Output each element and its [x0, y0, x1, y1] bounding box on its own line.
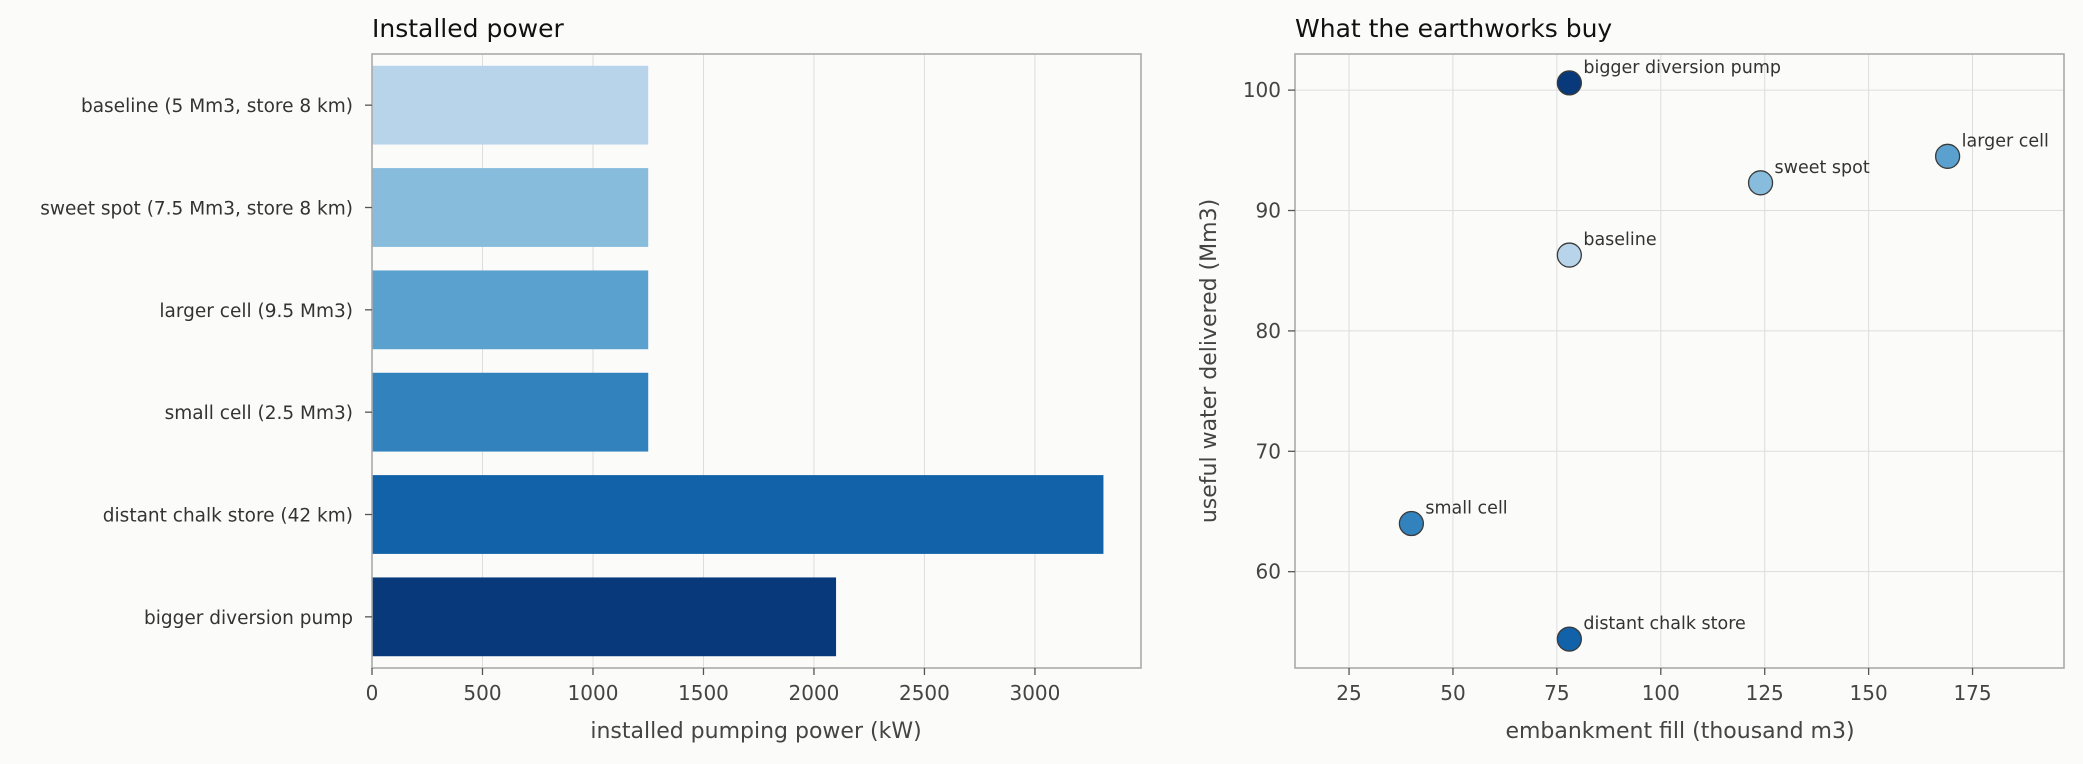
scatter-point [1556, 242, 1582, 268]
scatter-chart-x-ticks: 25 50 75 100 125 150 175 [1336, 668, 1992, 705]
bar-category-label: bigger diversion pump [144, 608, 353, 629]
bar [372, 270, 649, 350]
bar-x-tick-label: 0 [366, 681, 379, 705]
scatter-y-tick-label: 80 [1256, 319, 1281, 343]
bar-category-label: small cell (2.5 Mm3) [165, 403, 353, 424]
scatter-point-label: bigger diversion pump [1583, 58, 1781, 78]
scatter-point-label: baseline [1583, 230, 1656, 250]
scatter-chart-panel: What the earthworks buy 25 50 75 100 125 150 1… [1197, 14, 2065, 744]
bar-chart-bars [372, 65, 1104, 657]
bar [372, 372, 649, 452]
scatter-chart-y-axis-label: useful water delivered (Mm3) [1197, 199, 1222, 523]
bar-x-tick-label: 1000 [568, 681, 619, 705]
scatter-x-tick-label: 125 [1746, 681, 1784, 705]
scatter-x-tick-label: 50 [1440, 681, 1465, 705]
bar [372, 475, 1104, 554]
bar-chart-panel: Installed power 0 500 1000 1500 2000 2500 3000… [40, 14, 1142, 744]
scatter-point-label: distant chalk store [1583, 614, 1745, 634]
bar-chart-x-axis-label: installed pumping power (kW) [590, 719, 921, 744]
bar-chart-x-ticks: 0 500 1000 1500 2000 2500 3000 [366, 668, 1060, 705]
bar [372, 168, 649, 247]
bar-x-tick-label: 1500 [678, 681, 729, 705]
scatter-point [1398, 510, 1425, 537]
scatter-x-tick-label: 150 [1850, 681, 1888, 705]
bar [372, 65, 649, 145]
scatter-x-tick-label: 175 [1953, 681, 1991, 705]
bar-category-label: larger cell (9.5 Mm3) [159, 301, 353, 322]
scatter-point-label: larger cell [1962, 131, 2049, 151]
scatter-point [1747, 170, 1774, 196]
scatter-y-tick-label: 90 [1256, 199, 1281, 223]
bar-x-tick-label: 2000 [789, 681, 840, 705]
scatter-point-label: small cell [1425, 499, 1507, 519]
scatter-point [1934, 143, 1961, 169]
bar [372, 577, 837, 657]
scatter-chart-points: bigger diversion pump larger cell sweet sp… [1398, 58, 2049, 652]
scatter-point [1556, 626, 1582, 652]
scatter-chart-title: What the earthworks buy [1295, 14, 1612, 43]
scatter-chart-frame [1294, 53, 2065, 669]
scatter-y-tick-label: 60 [1256, 560, 1281, 584]
scatter-x-tick-label: 75 [1544, 681, 1569, 705]
bar-category-label: baseline (5 Mm3, store 8 km) [81, 96, 353, 117]
bar-x-tick-label: 2500 [899, 681, 950, 705]
scatter-chart-y-ticks: 60 70 80 90 100 [1243, 78, 1295, 584]
bar-chart-category-labels: baseline (5 Mm3, store 8 km) sweet spot (… [40, 96, 372, 629]
scatter-y-tick-label: 70 [1256, 439, 1281, 463]
bar-category-label: sweet spot (7.5 Mm3, store 8 km) [40, 199, 353, 220]
scatter-x-tick-label: 100 [1642, 681, 1680, 705]
bar-chart-frame [371, 53, 1142, 669]
bar-chart-grid [371, 54, 1036, 668]
bar-category-label: distant chalk store (42 km) [103, 506, 353, 527]
bar-chart-title: Installed power [372, 14, 564, 43]
scatter-chart-x-axis-label: embankment fill (thousand m3) [1505, 719, 1854, 744]
scatter-point-label: sweet spot [1775, 158, 1870, 178]
bar-x-tick-label: 500 [463, 681, 501, 705]
scatter-x-tick-label: 25 [1336, 681, 1361, 705]
bar-x-tick-label: 3000 [1009, 681, 1060, 705]
scatter-chart-grid [1295, 54, 2064, 668]
scatter-point [1556, 70, 1582, 96]
scatter-y-tick-label: 100 [1243, 78, 1281, 102]
